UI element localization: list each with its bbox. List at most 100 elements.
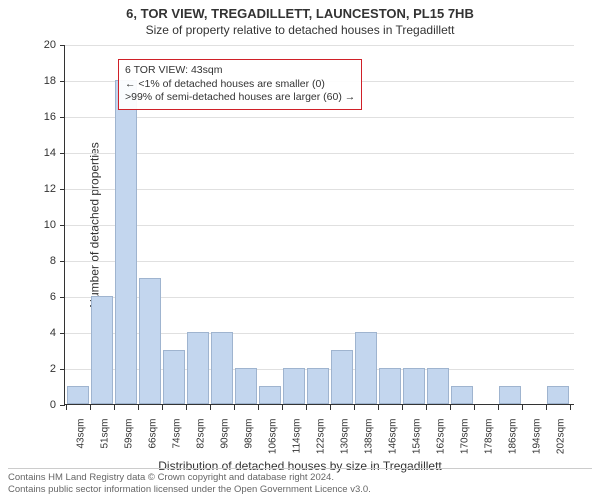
grid-line [65, 153, 574, 154]
y-tick-label: 6 [26, 291, 56, 303]
histogram-bar [451, 386, 473, 404]
y-tick-mark [60, 45, 65, 46]
attribution-footer: Contains HM Land Registry data © Crown c… [8, 468, 592, 496]
y-tick-mark [60, 153, 65, 154]
histogram-bar [355, 332, 377, 404]
y-tick-mark [60, 225, 65, 226]
grid-line [65, 117, 574, 118]
y-tick-mark [60, 333, 65, 334]
y-tick-label: 10 [26, 219, 56, 231]
x-tick-label: 43sqm [76, 419, 87, 469]
y-tick-label: 12 [26, 183, 56, 195]
x-tick-mark [186, 405, 187, 410]
x-tick-label: 82sqm [196, 419, 207, 469]
x-tick-label: 170sqm [460, 419, 471, 469]
histogram-bar [499, 386, 521, 404]
footer-line2: Contains public sector information licen… [8, 484, 592, 496]
y-tick-mark [60, 81, 65, 82]
x-tick-mark [258, 405, 259, 410]
x-tick-label: 186sqm [508, 419, 519, 469]
histogram-bar [163, 350, 185, 404]
x-tick-mark [354, 405, 355, 410]
y-tick-label: 20 [26, 39, 56, 51]
y-tick-mark [60, 189, 65, 190]
histogram-bar [139, 278, 161, 404]
x-tick-mark [522, 405, 523, 410]
x-tick-label: 106sqm [268, 419, 279, 469]
footer-line1: Contains HM Land Registry data © Crown c… [8, 472, 592, 484]
y-tick-label: 16 [26, 111, 56, 123]
y-tick-label: 18 [26, 75, 56, 87]
x-tick-label: 202sqm [556, 419, 567, 469]
histogram-bar [427, 368, 449, 404]
annotation-line2: ← <1% of detached houses are smaller (0) [125, 78, 355, 92]
histogram-bar [115, 80, 137, 404]
x-tick-mark [402, 405, 403, 410]
y-tick-mark [60, 369, 65, 370]
x-tick-label: 98sqm [244, 419, 255, 469]
y-tick-mark [60, 297, 65, 298]
x-tick-mark [90, 405, 91, 410]
chart-area: Number of detached properties 6 TOR VIEW… [64, 45, 574, 405]
x-tick-mark [498, 405, 499, 410]
x-tick-mark [66, 405, 67, 410]
histogram-bar [91, 296, 113, 404]
y-tick-label: 0 [26, 399, 56, 411]
x-tick-label: 146sqm [388, 419, 399, 469]
histogram-bar [379, 368, 401, 404]
y-tick-label: 4 [26, 327, 56, 339]
x-tick-label: 66sqm [148, 419, 159, 469]
annotation-line3: >99% of semi-detached houses are larger … [125, 91, 355, 105]
x-tick-label: 130sqm [340, 419, 351, 469]
histogram-bar [187, 332, 209, 404]
x-tick-label: 51sqm [100, 419, 111, 469]
x-tick-mark [282, 405, 283, 410]
y-tick-label: 14 [26, 147, 56, 159]
histogram-bar [283, 368, 305, 404]
histogram-bar [307, 368, 329, 404]
grid-line [65, 45, 574, 46]
x-tick-mark [426, 405, 427, 410]
histogram-bar [259, 386, 281, 404]
grid-line [65, 189, 574, 190]
chart-title-sub: Size of property relative to detached ho… [0, 23, 600, 37]
x-tick-mark [330, 405, 331, 410]
x-tick-mark [546, 405, 547, 410]
histogram-bar [331, 350, 353, 404]
histogram-bar [67, 386, 89, 404]
x-tick-mark [570, 405, 571, 410]
x-tick-label: 154sqm [412, 419, 423, 469]
x-tick-label: 178sqm [484, 419, 495, 469]
x-tick-mark [162, 405, 163, 410]
x-tick-label: 114sqm [292, 419, 303, 469]
y-tick-label: 2 [26, 363, 56, 375]
grid-line [65, 261, 574, 262]
x-tick-label: 90sqm [220, 419, 231, 469]
x-tick-mark [210, 405, 211, 410]
x-tick-label: 122sqm [316, 419, 327, 469]
histogram-bar [211, 332, 233, 404]
grid-line [65, 225, 574, 226]
x-tick-mark [474, 405, 475, 410]
x-tick-label: 59sqm [124, 419, 135, 469]
annotation-line1: 6 TOR VIEW: 43sqm [125, 64, 355, 78]
x-tick-mark [378, 405, 379, 410]
x-tick-label: 162sqm [436, 419, 447, 469]
x-tick-mark [450, 405, 451, 410]
chart-title-main: 6, TOR VIEW, TREGADILLETT, LAUNCESTON, P… [0, 6, 600, 21]
annotation-box: 6 TOR VIEW: 43sqm ← <1% of detached hous… [118, 59, 362, 110]
x-tick-label: 74sqm [172, 419, 183, 469]
x-tick-label: 138sqm [364, 419, 375, 469]
x-tick-label: 194sqm [532, 419, 543, 469]
x-tick-mark [114, 405, 115, 410]
histogram-bar [235, 368, 257, 404]
x-tick-mark [138, 405, 139, 410]
x-tick-mark [234, 405, 235, 410]
y-tick-label: 8 [26, 255, 56, 267]
histogram-bar [547, 386, 569, 404]
y-tick-mark [60, 405, 65, 406]
y-tick-mark [60, 117, 65, 118]
histogram-bar [403, 368, 425, 404]
y-tick-mark [60, 261, 65, 262]
x-tick-mark [306, 405, 307, 410]
